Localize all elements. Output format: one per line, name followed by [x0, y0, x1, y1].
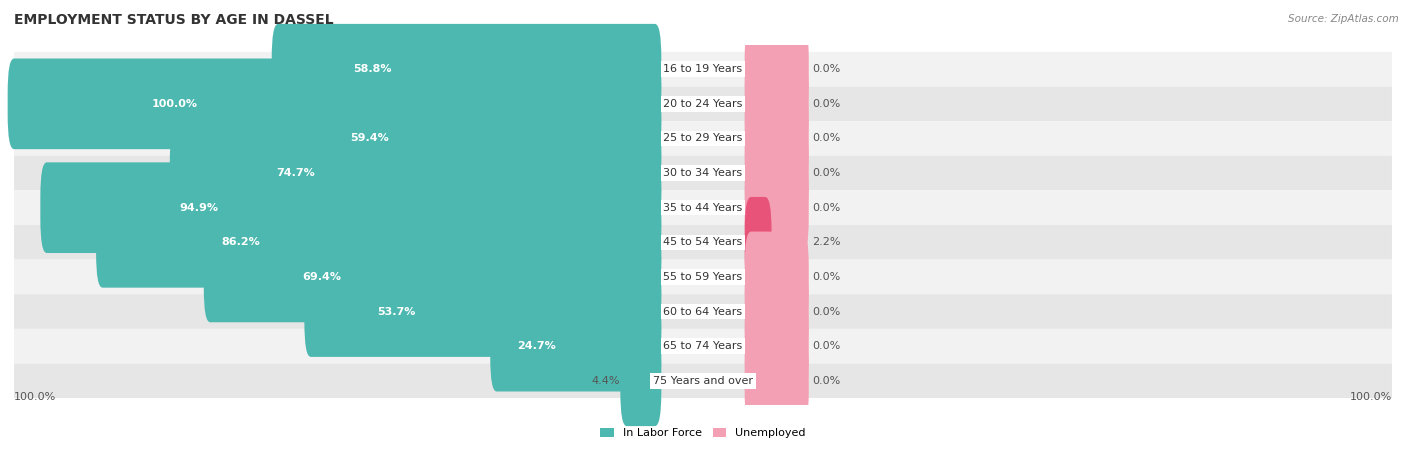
Text: Source: ZipAtlas.com: Source: ZipAtlas.com: [1288, 14, 1399, 23]
FancyBboxPatch shape: [745, 24, 808, 115]
Text: 0.0%: 0.0%: [811, 64, 841, 74]
FancyBboxPatch shape: [14, 329, 1392, 364]
FancyBboxPatch shape: [745, 197, 772, 288]
Text: 0.0%: 0.0%: [811, 134, 841, 144]
Text: 100.0%: 100.0%: [1350, 392, 1392, 402]
Text: 0.0%: 0.0%: [811, 306, 841, 316]
FancyBboxPatch shape: [204, 232, 661, 322]
Text: 24.7%: 24.7%: [517, 341, 555, 351]
FancyBboxPatch shape: [14, 86, 1392, 121]
FancyBboxPatch shape: [745, 58, 808, 149]
Text: 55 to 59 Years: 55 to 59 Years: [664, 272, 742, 282]
Text: 35 to 44 Years: 35 to 44 Years: [664, 202, 742, 213]
Text: 0.0%: 0.0%: [811, 376, 841, 386]
Text: 75 Years and over: 75 Years and over: [652, 376, 754, 386]
FancyBboxPatch shape: [14, 121, 1392, 156]
FancyBboxPatch shape: [170, 128, 661, 218]
Text: 2.2%: 2.2%: [811, 237, 841, 248]
FancyBboxPatch shape: [14, 364, 1392, 398]
FancyBboxPatch shape: [14, 156, 1392, 190]
Text: 20 to 24 Years: 20 to 24 Years: [664, 99, 742, 109]
Text: 30 to 34 Years: 30 to 34 Years: [664, 168, 742, 178]
FancyBboxPatch shape: [96, 197, 661, 288]
FancyBboxPatch shape: [745, 162, 808, 253]
Text: 0.0%: 0.0%: [811, 168, 841, 178]
Text: 65 to 74 Years: 65 to 74 Years: [664, 341, 742, 351]
FancyBboxPatch shape: [745, 232, 808, 322]
Text: 0.0%: 0.0%: [811, 341, 841, 351]
Text: 0.0%: 0.0%: [811, 272, 841, 282]
FancyBboxPatch shape: [14, 52, 1392, 86]
Text: 0.0%: 0.0%: [811, 99, 841, 109]
FancyBboxPatch shape: [41, 162, 661, 253]
FancyBboxPatch shape: [745, 301, 808, 392]
FancyBboxPatch shape: [745, 335, 808, 426]
FancyBboxPatch shape: [304, 266, 661, 357]
FancyBboxPatch shape: [14, 225, 1392, 260]
Text: 58.8%: 58.8%: [353, 64, 391, 74]
Text: 59.4%: 59.4%: [350, 134, 389, 144]
Text: 100.0%: 100.0%: [152, 99, 197, 109]
Text: 0.0%: 0.0%: [811, 202, 841, 213]
Text: 53.7%: 53.7%: [378, 306, 416, 316]
Text: 45 to 54 Years: 45 to 54 Years: [664, 237, 742, 248]
Text: 69.4%: 69.4%: [302, 272, 340, 282]
Text: EMPLOYMENT STATUS BY AGE IN DASSEL: EMPLOYMENT STATUS BY AGE IN DASSEL: [14, 14, 333, 27]
FancyBboxPatch shape: [14, 260, 1392, 294]
Text: 60 to 64 Years: 60 to 64 Years: [664, 306, 742, 316]
Text: 25 to 29 Years: 25 to 29 Years: [664, 134, 742, 144]
FancyBboxPatch shape: [491, 301, 661, 392]
FancyBboxPatch shape: [271, 24, 661, 115]
Text: 74.7%: 74.7%: [277, 168, 315, 178]
FancyBboxPatch shape: [14, 294, 1392, 329]
FancyBboxPatch shape: [745, 93, 808, 184]
FancyBboxPatch shape: [269, 93, 661, 184]
Text: 86.2%: 86.2%: [221, 237, 260, 248]
FancyBboxPatch shape: [745, 128, 808, 218]
Legend: In Labor Force, Unemployed: In Labor Force, Unemployed: [596, 423, 810, 443]
Text: 16 to 19 Years: 16 to 19 Years: [664, 64, 742, 74]
Text: 4.4%: 4.4%: [592, 376, 620, 386]
Text: 100.0%: 100.0%: [14, 392, 56, 402]
FancyBboxPatch shape: [14, 190, 1392, 225]
FancyBboxPatch shape: [745, 266, 808, 357]
FancyBboxPatch shape: [7, 58, 661, 149]
FancyBboxPatch shape: [620, 335, 661, 426]
Text: 94.9%: 94.9%: [180, 202, 218, 213]
